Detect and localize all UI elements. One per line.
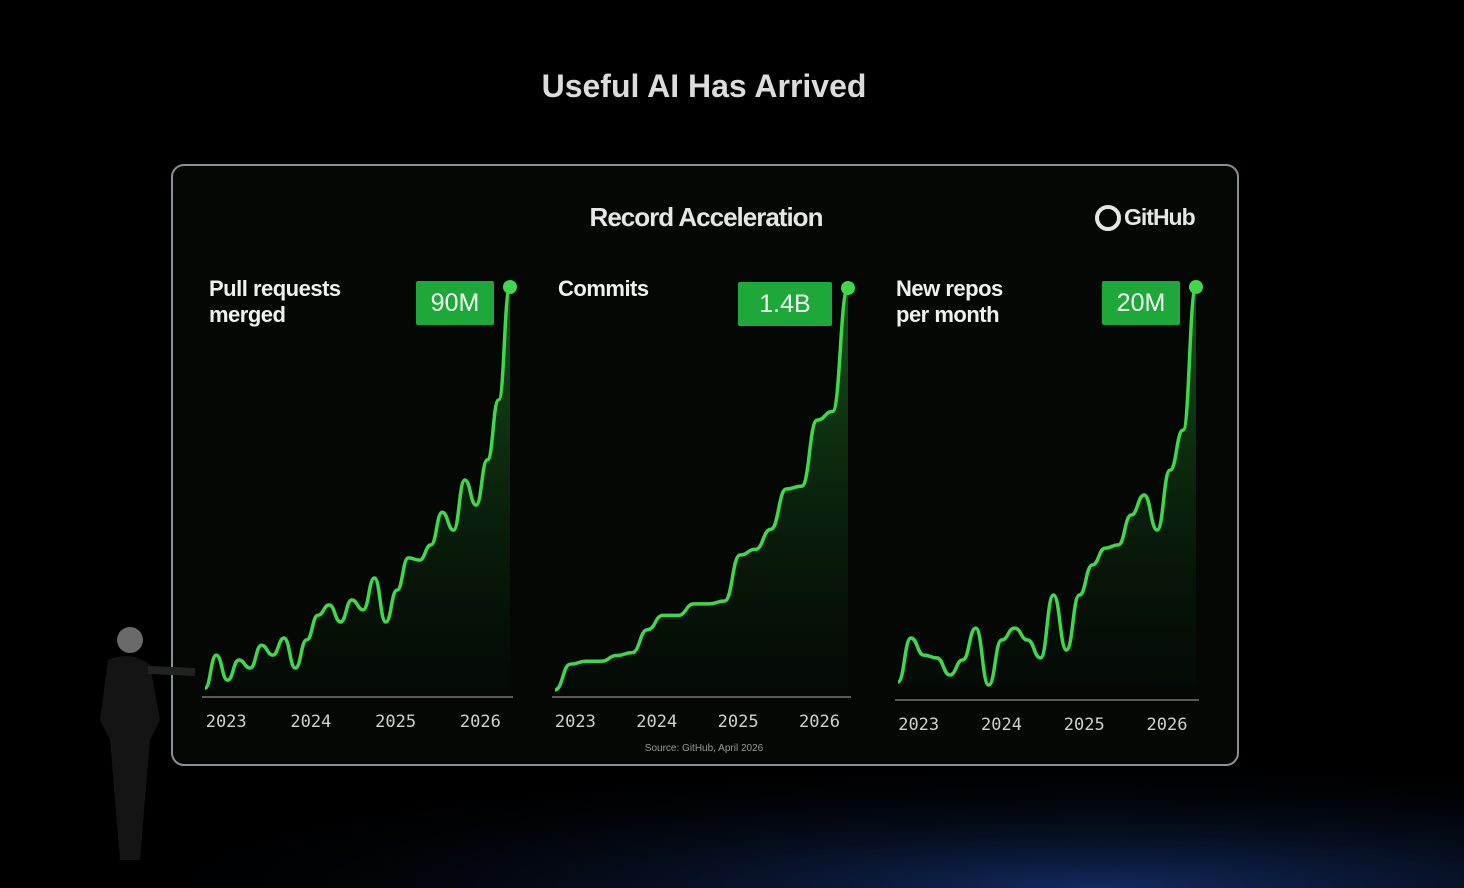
value-label: 90M [431,289,480,317]
x-tick-label: 2026 [460,712,501,732]
chart-subtitle: New repos per month [896,276,1003,327]
data-line [554,286,850,692]
x-tick-label: 2026 [799,712,840,732]
area-fill [555,288,848,690]
x-tick-label: 2023 [206,712,247,732]
x-tick-label: 2024 [636,712,677,732]
x-tick-label: 2026 [1147,715,1188,735]
slide-title: Useful AI Has Arrived [541,68,867,104]
data-line [203,285,512,690]
chart-subtitle: Commits [558,276,649,301]
x-tick-label: 2023 [555,712,596,732]
chart-subtitle: Pull requests merged [209,276,341,327]
end-marker [503,280,517,294]
value-label-box [738,282,832,326]
end-marker [1189,280,1203,294]
person [100,627,196,860]
x-tick-label: 2025 [718,712,759,732]
data-line [896,285,1198,687]
end-marker [841,281,855,295]
value-label: 1.4B [759,290,810,318]
x-tick-label: 2023 [898,715,939,735]
github-icon [1095,205,1121,231]
x-tick-label: 2025 [375,712,416,732]
value-label-box [1102,281,1180,325]
logo-text: GitHub [1124,204,1196,230]
value-label-box [416,281,494,325]
x-tick-label: 2025 [1064,715,1105,735]
source-note: Source: GitHub, April 2026 [644,743,764,754]
x-tick-label: 2024 [981,715,1022,735]
area-fill [898,287,1196,685]
x-tick-label: 2024 [290,712,331,732]
panel-title: Record Acceleration [589,202,824,232]
area-fill [205,287,510,690]
value-label: 20M [1117,289,1166,317]
